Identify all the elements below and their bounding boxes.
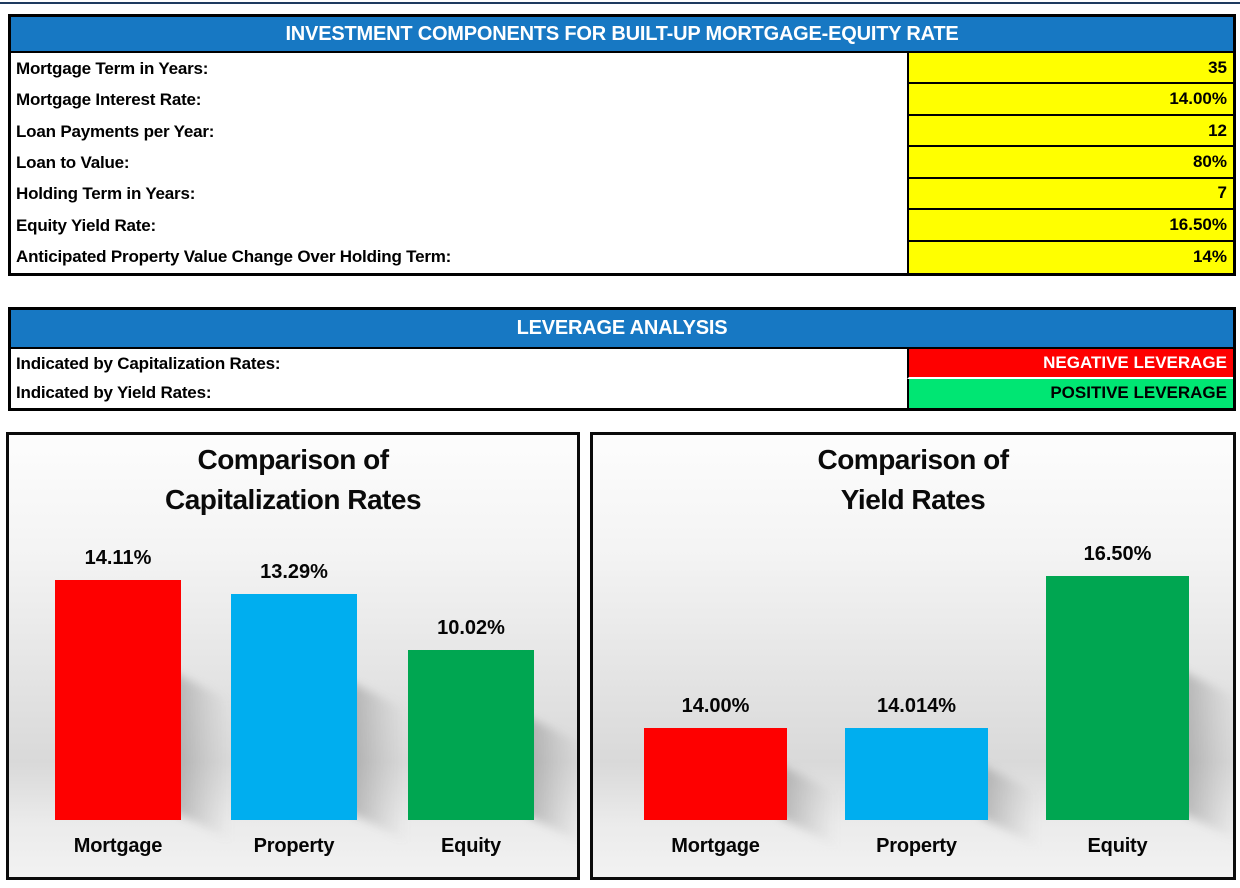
leverage-analysis-section: LEVERAGE ANALYSIS Indicated by Capitaliz… [8,307,1236,411]
component-value-cell[interactable]: 7 [907,178,1233,211]
component-value-cell[interactable]: 35 [907,53,1233,85]
leverage-analysis-banner: LEVERAGE ANALYSIS [11,310,1233,349]
component-value-cell[interactable]: 12 [907,115,1233,148]
bar-mortgage [55,580,181,820]
leverage-analysis-title: LEVERAGE ANALYSIS [516,317,728,339]
chart-title-line: Comparison of [197,444,389,475]
component-label: Equity Yield Rate: [11,210,907,242]
bar-value-label: 13.29% [260,561,328,583]
component-row: Anticipated Property Value Change Over H… [11,241,1233,273]
investment-components-rows: Mortgage Term in Years: 35 Mortgage Intere… [11,53,1233,273]
investment-components-section: INVESTMENT COMPONENTS FOR BUILT-UP MORTG… [8,14,1236,276]
bar-value-label: 14.00% [681,695,750,717]
leverage-label: Indicated by Capitalization Rates: [11,349,907,379]
bar-category-label: Equity [441,835,501,857]
component-row: Mortgage Term in Years: 35 [11,53,1233,85]
bar-value-label: 14.014% [877,695,956,717]
bar-property [845,728,988,820]
bar-category-label: Property [253,835,335,857]
component-label: Loan to Value: [11,147,907,179]
component-label: Mortgage Interest Rate: [11,84,907,116]
bar-equity [1046,576,1189,820]
component-value-cell[interactable]: 14.00% [907,84,1233,116]
investment-components-title: INVESTMENT COMPONENTS FOR BUILT-UP MORTG… [285,22,959,45]
leverage-result-cell: NEGATIVE LEVERAGE [907,349,1233,379]
component-label: Mortgage Term in Years: [11,53,907,85]
yield-rates-chart: Comparison of Yield Rates 14.00% Mortgage 14… [590,432,1236,880]
top-edge-line [0,2,1240,4]
bar-value-label: 10.02% [437,617,505,639]
capitalization-rates-chart: Comparison of Capitalization Rates 14.11% M… [6,432,580,880]
bar-category-label: Equity [1087,835,1148,857]
component-value-cell[interactable]: 14% [907,241,1233,273]
leverage-label: Indicated by Yield Rates: [11,378,907,408]
bar-equity [408,650,534,820]
bar-value-label: 16.50% [1083,543,1152,565]
leverage-analysis-rows: Indicated by Capitalization Rates: NEGATI… [11,349,1233,408]
component-value-cell[interactable]: 16.50% [907,210,1233,242]
component-row: Equity Yield Rate: 16.50% [11,210,1233,242]
bar-mortgage [644,728,787,820]
component-label: Anticipated Property Value Change Over H… [11,241,907,273]
component-label: Holding Term in Years: [11,178,907,211]
component-row: Holding Term in Years: 7 [11,178,1233,211]
chart-title-line: Capitalization Rates [164,484,422,515]
bar-category-label: Mortgage [73,835,163,857]
component-value-cell[interactable]: 80% [907,147,1233,179]
bar-value-label: 14.11% [84,547,152,569]
bar-category-label: Mortgage [671,835,760,857]
leverage-result-cell: POSITIVE LEVERAGE [907,378,1233,408]
component-row: Loan Payments per Year: 12 [11,115,1233,148]
component-row: Loan to Value: 80% [11,147,1233,179]
chart-title: Comparison of Yield Rates [593,440,1233,520]
leverage-row: Indicated by Capitalization Rates: NEGATI… [11,349,1233,379]
bar-property [231,594,357,820]
bar-category-label: Property [876,835,957,857]
chart-title-line: Comparison of [817,444,1009,475]
leverage-row: Indicated by Yield Rates: POSITIVE LEVERA… [11,378,1233,408]
component-label: Loan Payments per Year: [11,115,907,148]
chart-title: Comparison of Capitalization Rates [9,440,577,520]
chart-title-line: Yield Rates [840,484,986,515]
component-row: Mortgage Interest Rate: 14.00% [11,84,1233,116]
investment-components-banner: INVESTMENT COMPONENTS FOR BUILT-UP MORTG… [11,17,1233,53]
